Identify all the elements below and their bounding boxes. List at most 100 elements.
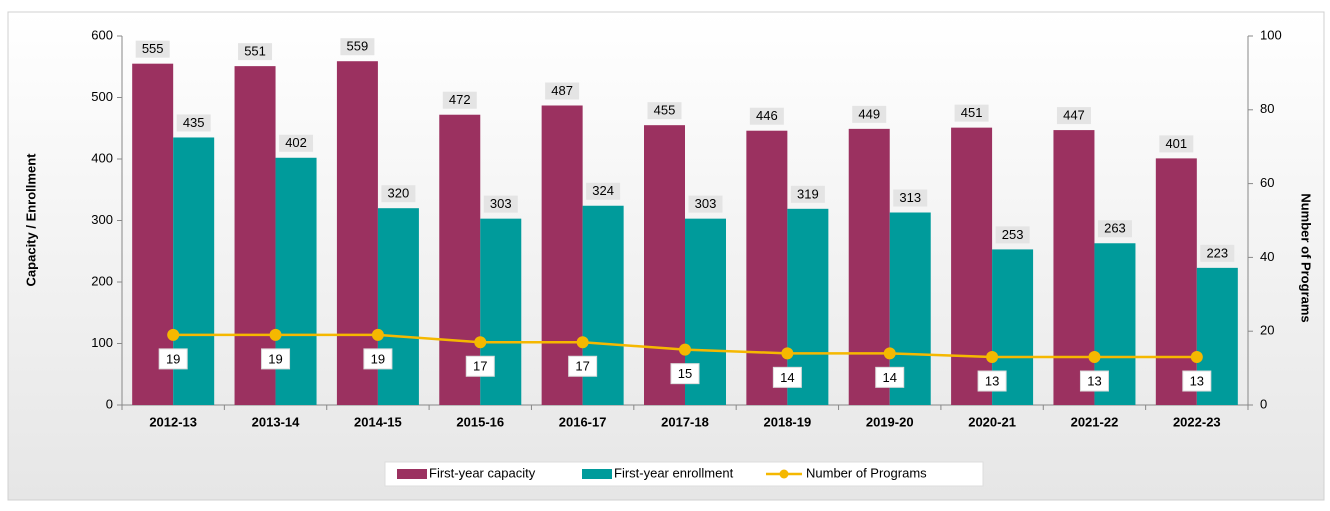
value-label: 303 xyxy=(490,196,512,211)
x-tick-label: 2013-14 xyxy=(252,414,300,429)
x-tick-label: 2020-21 xyxy=(968,414,1016,429)
legend-label: First-year enrollment xyxy=(614,465,734,480)
line-marker xyxy=(474,336,487,349)
value-label: 17 xyxy=(575,359,589,374)
y-tick-label: 100 xyxy=(91,335,113,350)
value-label: 319 xyxy=(797,186,819,201)
legend-swatch xyxy=(397,469,427,479)
y2-tick-label: 40 xyxy=(1260,249,1274,264)
bar xyxy=(644,125,685,406)
value-label: 303 xyxy=(695,196,717,211)
line-marker xyxy=(1088,351,1101,364)
y-tick-label: 600 xyxy=(91,27,113,42)
value-label: 19 xyxy=(268,351,282,366)
value-label: 555 xyxy=(142,41,164,56)
value-label-box xyxy=(1056,107,1091,125)
y2-tick-label: 60 xyxy=(1260,175,1274,190)
value-label: 559 xyxy=(347,39,369,54)
value-label: 447 xyxy=(1063,108,1085,123)
line-marker xyxy=(371,328,384,341)
bar xyxy=(1155,158,1197,405)
x-tick-label: 2021-22 xyxy=(1071,414,1119,429)
value-label: 19 xyxy=(166,351,180,366)
value-label-box xyxy=(545,82,580,100)
x-tick-label: 2014-15 xyxy=(354,414,402,429)
y-tick-label: 300 xyxy=(91,212,113,227)
value-label: 401 xyxy=(1165,136,1187,151)
value-label: 17 xyxy=(473,359,487,374)
value-label: 253 xyxy=(1002,227,1024,242)
value-label-box xyxy=(483,195,518,213)
line-marker xyxy=(883,347,896,360)
value-label-box xyxy=(261,348,291,370)
value-label: 14 xyxy=(780,370,794,385)
value-label-box xyxy=(852,105,887,123)
bar xyxy=(541,105,583,406)
y-tick-label: 500 xyxy=(91,89,113,104)
value-label-box xyxy=(977,370,1007,392)
value-label: 435 xyxy=(183,115,205,130)
line-marker xyxy=(986,351,999,364)
value-label-box xyxy=(954,104,989,122)
value-label: 487 xyxy=(551,83,573,98)
y-axis-title: Capacity / Enrollment xyxy=(23,153,38,287)
value-label: 455 xyxy=(654,103,676,118)
value-label: 446 xyxy=(756,108,778,123)
value-label-box xyxy=(1097,220,1132,238)
y2-tick-label: 80 xyxy=(1260,101,1274,116)
x-tick-label: 2015-16 xyxy=(456,414,504,429)
bar xyxy=(336,61,378,406)
value-label-box xyxy=(465,355,495,377)
legend-label: Number of Programs xyxy=(806,465,927,480)
value-label: 402 xyxy=(285,135,307,150)
value-label-box xyxy=(135,40,170,58)
line-marker xyxy=(1190,351,1203,364)
bar xyxy=(377,208,419,405)
legend-swatch xyxy=(779,469,789,479)
line-marker xyxy=(576,336,589,349)
value-label: 320 xyxy=(388,186,410,201)
value-label: 19 xyxy=(371,351,385,366)
y2-tick-label: 100 xyxy=(1260,27,1282,42)
value-label-box xyxy=(647,102,682,120)
value-label: 13 xyxy=(1190,373,1204,388)
value-label-box xyxy=(442,91,477,109)
bar xyxy=(951,127,993,405)
x-tick-label: 2019-20 xyxy=(866,414,914,429)
value-label: 551 xyxy=(244,44,266,59)
y-tick-label: 200 xyxy=(91,273,113,288)
value-label-box xyxy=(340,38,375,56)
bar xyxy=(746,130,788,405)
value-label-box xyxy=(279,134,314,152)
value-label-box xyxy=(893,189,928,207)
value-label-box xyxy=(238,43,273,61)
value-label-box xyxy=(790,185,825,203)
legend-label: First-year capacity xyxy=(429,465,536,480)
value-label: 472 xyxy=(449,92,471,107)
y2-tick-label: 20 xyxy=(1260,323,1274,338)
value-label-box xyxy=(1159,135,1194,153)
value-label-box xyxy=(1079,370,1109,392)
value-label-box xyxy=(749,107,784,125)
line-marker xyxy=(269,328,282,341)
y-tick-label: 0 xyxy=(106,396,113,411)
value-label-box xyxy=(875,366,905,388)
value-label: 451 xyxy=(961,105,983,120)
value-label: 313 xyxy=(899,190,921,205)
line-marker xyxy=(781,347,794,360)
value-label: 14 xyxy=(882,370,896,385)
x-tick-label: 2017-18 xyxy=(661,414,709,429)
legend-box xyxy=(384,461,984,487)
value-label-box xyxy=(995,226,1030,244)
value-label-box xyxy=(1182,370,1212,392)
legend-swatch xyxy=(582,469,612,479)
value-label-box xyxy=(158,348,188,370)
x-tick-label: 2018-19 xyxy=(764,414,812,429)
value-label: 449 xyxy=(858,106,880,121)
x-tick-label: 2022-23 xyxy=(1173,414,1221,429)
value-label-box xyxy=(176,114,211,132)
value-label-box xyxy=(1200,244,1235,262)
value-label-box xyxy=(586,182,621,200)
bar xyxy=(848,128,890,406)
